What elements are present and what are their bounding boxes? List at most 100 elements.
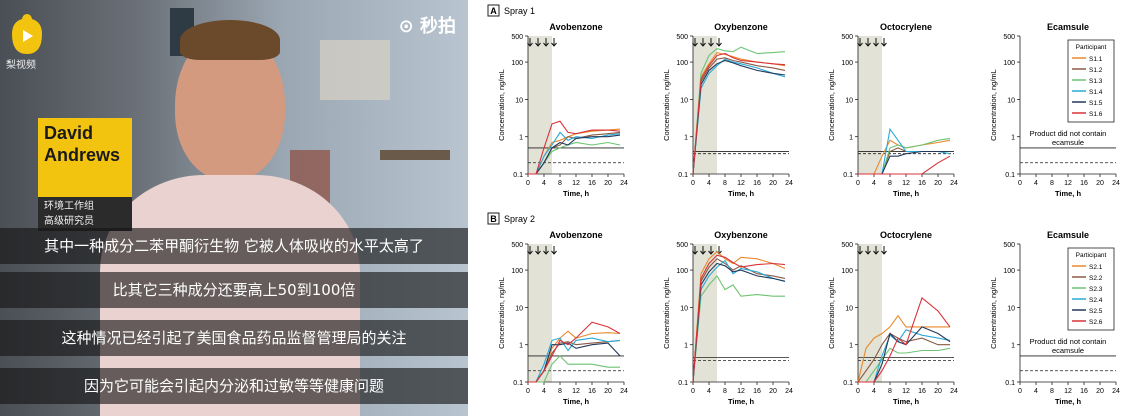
x-axis-label: Time, h bbox=[563, 397, 590, 406]
x-tick-label: 4 bbox=[542, 180, 546, 187]
y-tick-label: 0.1 bbox=[843, 172, 853, 179]
x-tick-label: 20 bbox=[604, 388, 612, 395]
x-tick-label: 0 bbox=[1018, 180, 1022, 187]
series-line-s2.3 bbox=[858, 347, 951, 383]
series-line-s1.5 bbox=[692, 59, 786, 175]
series-line-s1.2 bbox=[692, 57, 786, 175]
y-tick-label: 1 bbox=[684, 343, 688, 350]
x-tick-label: 24 bbox=[620, 180, 628, 187]
legend-entry: S2.2 bbox=[1089, 275, 1103, 282]
y-axis-label: Concentration, ng/mL bbox=[827, 277, 836, 349]
x-tick-label: 12 bbox=[1064, 388, 1072, 395]
dose-arrow-icon bbox=[873, 246, 879, 255]
speaker-title-line-2: 高级研究员 bbox=[44, 216, 94, 227]
watermark-text: 秒拍 bbox=[420, 16, 456, 37]
x-tick-label: 4 bbox=[872, 388, 876, 395]
legend-title: Participant bbox=[1076, 44, 1107, 51]
subplot-title: Octocrylene bbox=[880, 230, 932, 240]
y-tick-label: 10 bbox=[680, 97, 688, 104]
series-line-s2.3 bbox=[528, 355, 620, 383]
legend-entry: S1.6 bbox=[1089, 111, 1103, 118]
y-tick-label: 0.1 bbox=[678, 380, 688, 387]
x-tick-label: 0 bbox=[1018, 388, 1022, 395]
subplot-title: Oxybenzone bbox=[714, 22, 768, 32]
x-tick-label: 12 bbox=[572, 180, 580, 187]
x-tick-label: 24 bbox=[1112, 388, 1120, 395]
dose-arrow-icon bbox=[881, 38, 887, 47]
x-tick-label: 0 bbox=[691, 180, 695, 187]
y-axis-label: Concentration, ng/mL bbox=[989, 69, 998, 141]
dose-arrow-icon bbox=[865, 246, 871, 255]
x-tick-label: 8 bbox=[723, 180, 727, 187]
speaker-first-name: David bbox=[44, 123, 94, 143]
subtitle-line: 因为它可能会引起内分泌和过敏等等健康问题 bbox=[0, 368, 468, 404]
series-line-s1.4 bbox=[692, 58, 786, 175]
y-tick-label: 0.1 bbox=[843, 380, 853, 387]
x-tick-label: 24 bbox=[950, 388, 958, 395]
x-tick-label: 20 bbox=[769, 180, 777, 187]
y-tick-label: 500 bbox=[841, 34, 853, 41]
x-tick-label: 24 bbox=[785, 180, 793, 187]
subplot-oxybenzone: Oxybenzone 0.1 1 10 100 500 0 4 8 12 16 20 24 Time, h… bbox=[662, 230, 793, 406]
y-tick-label: 1 bbox=[1011, 135, 1015, 142]
dose-arrow-icon bbox=[551, 38, 557, 47]
dose-arrow-icon bbox=[865, 38, 871, 47]
speaker-title-line-1: 环境工作组 bbox=[44, 201, 94, 212]
series-line-s2.6 bbox=[858, 296, 951, 383]
dose-arrow-icon bbox=[873, 38, 879, 47]
x-axis-label: Time, h bbox=[893, 397, 920, 406]
dose-arrow-icon bbox=[881, 246, 887, 255]
dose-arrow-icon bbox=[535, 246, 541, 255]
y-tick-label: 10 bbox=[845, 97, 853, 104]
legend: Participant S1.1 S1.2 S1.3 S1.4 S1.5 S1.6 bbox=[1067, 39, 1115, 123]
y-tick-label: 1 bbox=[1011, 343, 1015, 350]
subplot-title: Ecamsule bbox=[1047, 230, 1089, 240]
legend-entry: S2.5 bbox=[1089, 308, 1103, 315]
legend-entry: S2.3 bbox=[1089, 286, 1103, 293]
series-line-s1.6 bbox=[528, 120, 621, 175]
x-tick-label: 12 bbox=[1064, 180, 1072, 187]
x-tick-label: 16 bbox=[1080, 388, 1088, 395]
video-frame: 梨视频 ⊙ 秒拍 David Andrews 环境工作组 高级研究员 其中一种成… bbox=[0, 0, 468, 416]
subplot-title: Avobenzone bbox=[549, 230, 602, 240]
subplot-oxybenzone: Oxybenzone 0.1 1 10 100 500 0 4 8 12 16 20 24 Time, h… bbox=[662, 22, 793, 198]
x-axis-label: Time, h bbox=[1055, 189, 1082, 198]
person-hair bbox=[180, 20, 280, 60]
x-tick-label: 12 bbox=[902, 388, 910, 395]
y-tick-label: 100 bbox=[511, 268, 523, 275]
x-tick-label: 20 bbox=[934, 388, 942, 395]
x-tick-label: 0 bbox=[526, 180, 530, 187]
y-tick-label: 10 bbox=[1007, 97, 1015, 104]
dose-arrow-icon bbox=[716, 38, 722, 47]
dose-arrow-icon bbox=[700, 246, 706, 255]
y-tick-label: 500 bbox=[511, 242, 523, 249]
x-tick-label: 20 bbox=[769, 388, 777, 395]
series-line-s2.2 bbox=[857, 332, 950, 383]
x-tick-label: 20 bbox=[604, 180, 612, 187]
panel-letter-box bbox=[487, 4, 500, 17]
x-tick-label: 8 bbox=[888, 388, 892, 395]
panel-title: Spray 2 bbox=[504, 214, 535, 224]
logo-text: 梨视频 bbox=[6, 60, 36, 71]
x-tick-label: 12 bbox=[737, 388, 745, 395]
x-tick-label: 24 bbox=[620, 388, 628, 395]
x-tick-label: 16 bbox=[588, 180, 596, 187]
subplot-avobenzone: Avobenzone 0.1 1 10 100 500 0 4 8 12 16 20 24 Time, h… bbox=[497, 230, 628, 406]
y-tick-label: 100 bbox=[1003, 268, 1015, 275]
subplot-ecamsule: Ecamsule 0.1 1 10 100 500 0 4 8 12 16 20 24 Time, h Co… bbox=[989, 22, 1120, 198]
y-tick-label: 10 bbox=[515, 97, 523, 104]
panel-letter-box bbox=[487, 212, 500, 225]
no-data-note: ecamsule bbox=[1052, 138, 1084, 147]
wall-art bbox=[320, 40, 390, 100]
legend-entry: S1.1 bbox=[1089, 56, 1103, 63]
x-tick-label: 0 bbox=[526, 388, 530, 395]
dose-arrow-icon bbox=[708, 246, 714, 255]
subplot-octocrylene: Octocrylene 0.1 1 10 100 500 0 4 8 12 16 20 24 Time, … bbox=[827, 22, 958, 198]
dose-arrow-icon bbox=[543, 38, 549, 47]
legend-entry: S1.3 bbox=[1089, 78, 1103, 85]
y-tick-label: 0.1 bbox=[513, 380, 523, 387]
x-tick-label: 16 bbox=[753, 388, 761, 395]
y-tick-label: 500 bbox=[676, 34, 688, 41]
